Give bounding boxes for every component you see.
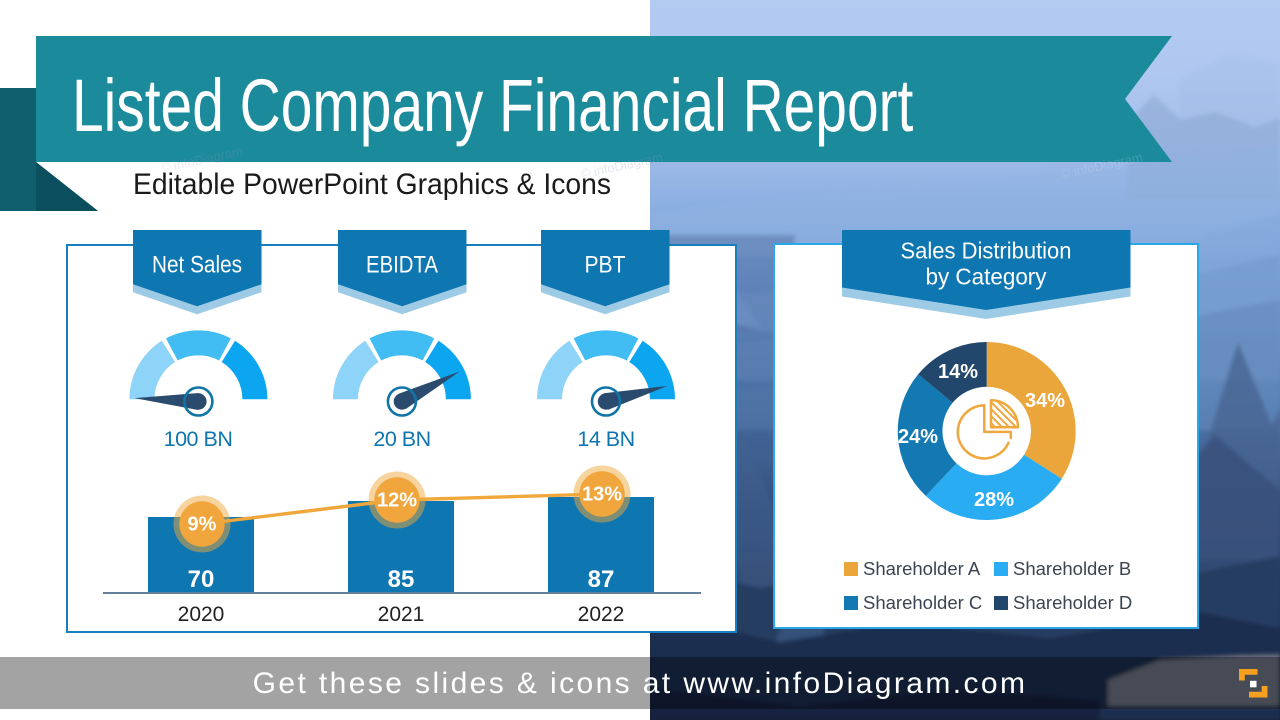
- svg-text:13%: 13%: [582, 484, 622, 506]
- svg-text:Sales Distribution: Sales Distribution: [901, 238, 1072, 264]
- svg-text:by Category: by Category: [926, 263, 1047, 289]
- svg-text:34%: 34%: [1025, 390, 1065, 412]
- svg-text:28%: 28%: [974, 489, 1014, 511]
- svg-text:14%: 14%: [938, 361, 978, 383]
- svg-text:9%: 9%: [188, 514, 217, 536]
- svg-text:PBT: PBT: [585, 252, 626, 279]
- svg-text:Net Sales: Net Sales: [152, 252, 242, 279]
- svg-text:EBIDTA: EBIDTA: [366, 252, 438, 279]
- svg-text:12%: 12%: [377, 490, 417, 512]
- svg-text:24%: 24%: [898, 426, 938, 448]
